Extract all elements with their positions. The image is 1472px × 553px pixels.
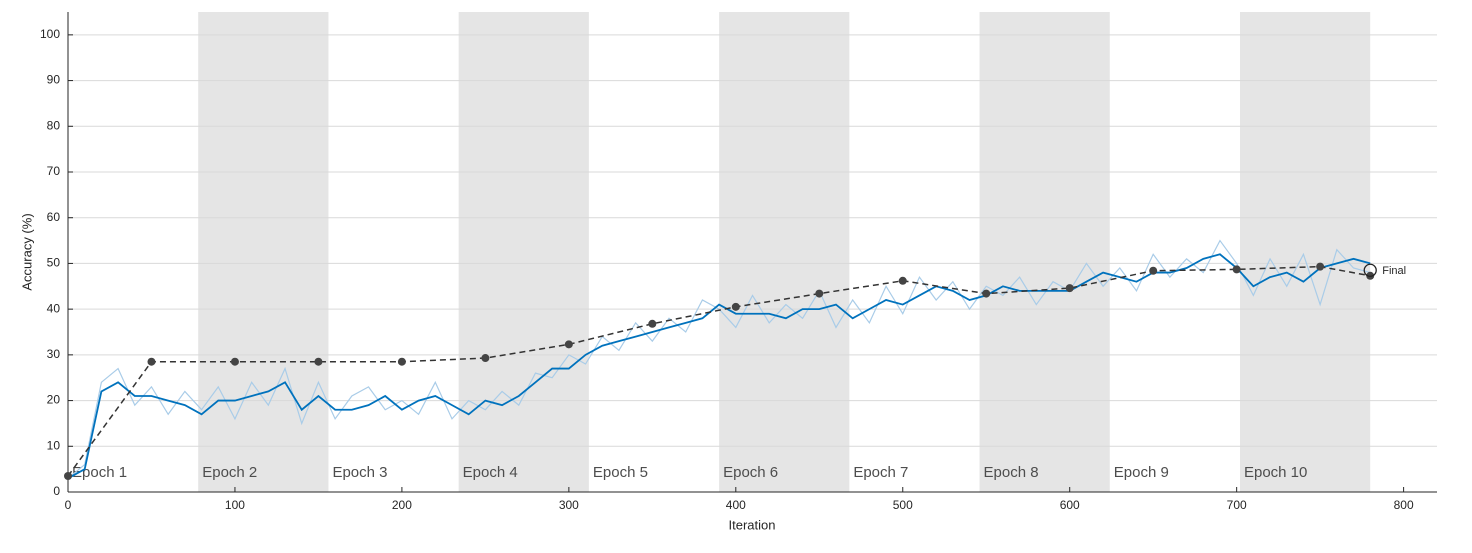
- validation-point: [314, 357, 323, 366]
- y-tick-label: 80: [47, 118, 61, 132]
- series-line: [67, 239, 1371, 479]
- final-marker: [1363, 263, 1377, 277]
- y-tick-label: 40: [47, 301, 61, 315]
- epoch-label: Epoch 3: [332, 464, 387, 481]
- epoch-label: Epoch 2: [202, 464, 257, 481]
- epoch-label: Epoch 10: [1244, 464, 1307, 481]
- epoch-band: [198, 12, 329, 492]
- epoch-label: Epoch 6: [723, 464, 778, 481]
- validation-point: [1316, 262, 1325, 271]
- validation-point: [397, 357, 406, 366]
- y-tick-label: 100: [40, 27, 60, 41]
- validation-point: [1065, 284, 1074, 293]
- y-tick-label: 50: [47, 256, 61, 270]
- validation-point: [648, 319, 657, 328]
- x-axis-label: Iteration: [729, 517, 776, 532]
- x-tick-label: 100: [225, 498, 245, 512]
- x-tick-label: 500: [893, 498, 913, 512]
- y-tick-label: 0: [53, 484, 60, 498]
- y-tick-label: 90: [47, 73, 61, 87]
- y-tick-label: 30: [47, 347, 61, 361]
- epoch-label: Epoch 9: [1114, 464, 1169, 481]
- validation-point: [64, 472, 72, 480]
- validation-point: [982, 289, 991, 298]
- y-tick-label: 10: [47, 438, 61, 452]
- epoch-label: Epoch 4: [463, 464, 518, 481]
- validation-point: [481, 354, 490, 363]
- y-tick-label: 60: [47, 210, 61, 224]
- y-tick-label: 70: [47, 164, 61, 178]
- epoch-label: Epoch 8: [984, 464, 1039, 481]
- epoch-band: [1239, 12, 1371, 492]
- validation-point: [230, 357, 239, 366]
- validation-point: [564, 340, 573, 349]
- y-axis-label: Accuracy (%): [19, 213, 34, 290]
- validation-point: [731, 302, 740, 311]
- x-tick-label: 200: [392, 498, 412, 512]
- epoch-band: [719, 12, 850, 492]
- epoch-label: Epoch 5: [593, 464, 648, 481]
- validation-point: [1149, 266, 1158, 275]
- validation-point: [147, 357, 156, 366]
- x-tick-label: 0: [65, 498, 72, 512]
- x-tick-label: 800: [1394, 498, 1414, 512]
- epoch-label: Epoch 7: [853, 464, 908, 481]
- validation-point: [815, 289, 824, 298]
- x-tick-label: 600: [1060, 498, 1080, 512]
- x-tick-label: 400: [726, 498, 746, 512]
- final-label: Final: [1382, 265, 1406, 277]
- validation-point: [898, 276, 907, 285]
- epoch-band: [979, 12, 1110, 492]
- x-tick-label: 700: [1227, 498, 1247, 512]
- epoch-band: [458, 12, 589, 492]
- validation-point: [1232, 265, 1241, 274]
- y-tick-label: 20: [47, 393, 61, 407]
- x-tick-label: 300: [559, 498, 579, 512]
